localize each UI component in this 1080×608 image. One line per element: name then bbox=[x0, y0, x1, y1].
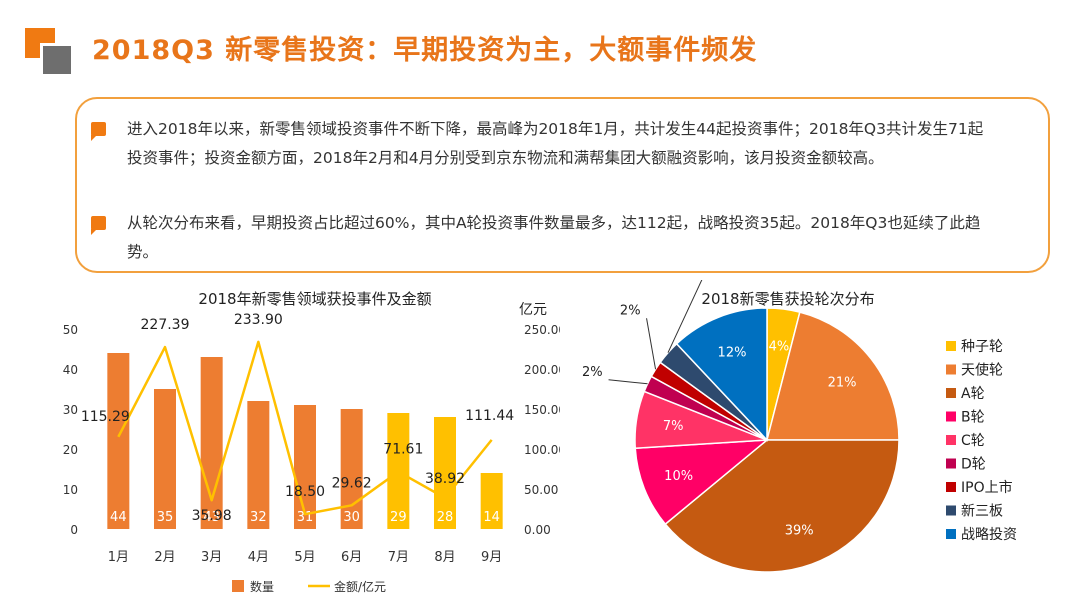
bar-value-label: 32 bbox=[250, 510, 267, 525]
speech-bubble-icon bbox=[91, 122, 106, 141]
x-axis-tick: 9月 bbox=[481, 550, 502, 565]
page-title: 2018Q3 新零售投资：早期投资为主，大额事件频发 bbox=[92, 35, 758, 66]
pie-slice-label: 21% bbox=[828, 376, 857, 391]
bar-3月 bbox=[200, 357, 223, 529]
left-axis-tick: 20 bbox=[63, 443, 78, 457]
x-axis-tick: 3月 bbox=[201, 550, 222, 565]
title-decor-gray-square bbox=[40, 43, 74, 77]
legend-label: 种子轮 bbox=[961, 339, 1003, 355]
bar-value-label: 14 bbox=[483, 510, 500, 525]
amount-data-label: 71.61 bbox=[383, 442, 423, 458]
pie-slice-A轮 bbox=[664, 439, 900, 573]
legend-label: C轮 bbox=[961, 433, 985, 449]
legend-swatch-战略投资 bbox=[946, 529, 956, 539]
x-axis-tick: 4月 bbox=[248, 550, 269, 565]
pie-leader-line bbox=[667, 280, 703, 353]
pie-leader-line bbox=[608, 379, 648, 385]
summary-bullet-text: 进入2018年以来，新零售领域投资事件不断下降，最高峰为2018年1月，共计发生… bbox=[127, 120, 984, 167]
bar-9月 bbox=[480, 473, 503, 529]
legend-label: IPO上市 bbox=[961, 479, 1013, 496]
x-axis-tick: 1月 bbox=[108, 550, 129, 565]
bar-value-label: 28 bbox=[437, 510, 454, 525]
x-axis-tick: 8月 bbox=[434, 550, 455, 565]
legend-swatch-B轮 bbox=[946, 411, 956, 422]
bar-4月 bbox=[247, 401, 270, 529]
x-axis-tick: 6月 bbox=[341, 550, 362, 565]
legend-swatch-天使轮 bbox=[946, 364, 956, 375]
left-axis-tick: 50 bbox=[63, 323, 78, 337]
pie-slice-label: 2% bbox=[582, 365, 603, 380]
left-axis-tick: 30 bbox=[63, 403, 78, 417]
summary-bullet-2: 从轮次分布来看，早期投资占比超过60%，其中A轮投资事件数量最多，达112起，战… bbox=[91, 209, 994, 267]
right-axis-tick: 200.00 bbox=[524, 363, 560, 377]
bar-2月 bbox=[154, 389, 176, 529]
left-axis-tick: 40 bbox=[63, 363, 78, 377]
pie-slice-label: 39% bbox=[785, 523, 814, 538]
bar-value-label: 29 bbox=[390, 510, 407, 525]
right-axis-tick: 100.00 bbox=[524, 443, 560, 457]
legend-swatch-count bbox=[232, 580, 244, 592]
legend-swatch-种子轮 bbox=[946, 341, 956, 351]
legend-label: A轮 bbox=[961, 386, 985, 402]
pie-slice-label: 12% bbox=[718, 346, 747, 361]
right-axis-tick: 50.00 bbox=[524, 483, 558, 497]
legend-label-amount: 金额/亿元 bbox=[334, 579, 386, 594]
left-axis-tick: 10 bbox=[63, 483, 78, 497]
pie-chart-title: 2018新零售获投轮次分布 bbox=[701, 290, 874, 308]
pie-slice-天使轮 bbox=[766, 311, 900, 441]
legend-label: 天使轮 bbox=[961, 362, 1003, 379]
amount-data-label: 227.39 bbox=[141, 317, 190, 333]
right-axis-tick: 0.00 bbox=[524, 523, 551, 537]
legend-label: 战略投资 bbox=[961, 527, 1017, 543]
x-axis-tick: 2月 bbox=[154, 550, 175, 565]
pie-leader-line bbox=[646, 318, 657, 370]
bar-1月 bbox=[107, 353, 130, 529]
pie-slice-label: 4% bbox=[769, 340, 790, 355]
x-axis-tick: 5月 bbox=[294, 550, 315, 565]
bar-value-label: 35 bbox=[157, 510, 174, 525]
summary-box: 进入2018年以来，新零售领域投资事件不断下降，最高峰为2018年1月，共计发生… bbox=[75, 97, 1050, 273]
pie-slice-label: 2% bbox=[620, 303, 641, 318]
amount-data-label: 233.90 bbox=[234, 312, 283, 328]
legend-swatch-新三板 bbox=[946, 505, 956, 516]
bar-6月 bbox=[340, 409, 363, 529]
left-axis-tick: 0 bbox=[70, 523, 78, 537]
speech-bubble-icon bbox=[91, 216, 106, 235]
amount-data-label: 38.92 bbox=[425, 471, 465, 487]
legend-swatch-C轮 bbox=[946, 435, 956, 445]
amount-data-label: 111.44 bbox=[465, 408, 514, 424]
bar-value-label: 30 bbox=[343, 510, 360, 525]
bar-value-label: 43 bbox=[203, 510, 220, 525]
pie-slice-label: 10% bbox=[664, 469, 693, 484]
legend-label: D轮 bbox=[961, 457, 986, 473]
legend-label: 新三板 bbox=[961, 504, 1003, 520]
legend-swatch-A轮 bbox=[946, 388, 956, 398]
legend-swatch-IPO上市 bbox=[946, 482, 956, 492]
right-axis-tick: 250.00 bbox=[524, 323, 560, 337]
amount-data-label: 29.62 bbox=[332, 475, 372, 491]
combo-chart-title: 2018年新零售领域获投事件及金额 bbox=[198, 290, 431, 308]
bar-value-label: 44 bbox=[110, 510, 127, 525]
x-axis-tick: 7月 bbox=[388, 550, 409, 565]
amount-data-label: 35.98 bbox=[192, 508, 232, 524]
pie-slice-B轮 bbox=[634, 439, 770, 526]
amount-data-label: 115.29 bbox=[81, 409, 130, 425]
pie-chart: 2018新零售获投轮次分布 4%21%39%10%7%2%2%3%12% 种子轮… bbox=[582, 280, 1017, 573]
bar-8月 bbox=[434, 417, 456, 529]
combo-legend: 数量 金额/亿元 bbox=[232, 579, 386, 594]
legend-swatch-D轮 bbox=[946, 458, 956, 469]
right-axis-tick: 150.00 bbox=[524, 403, 560, 417]
pie-slice-战略投资 bbox=[675, 307, 768, 442]
combo-chart: 2018年新零售领域获投事件及金额 亿元 0 10 20 30 40 50 0.00 50.… bbox=[63, 290, 560, 594]
legend-label: B轮 bbox=[961, 410, 985, 426]
legend-label-count: 数量 bbox=[250, 579, 274, 594]
summary-bullet-1: 进入2018年以来，新零售领域投资事件不断下降，最高峰为2018年1月，共计发生… bbox=[91, 115, 994, 173]
amount-data-label: 18.50 bbox=[285, 484, 325, 500]
amount-line bbox=[117, 340, 493, 516]
right-axis-label: 亿元 bbox=[519, 302, 547, 318]
summary-bullet-text: 从轮次分布来看，早期投资占比超过60%，其中A轮投资事件数量最多，达112起，战… bbox=[127, 214, 981, 261]
pie-slice-label: 7% bbox=[663, 419, 684, 434]
